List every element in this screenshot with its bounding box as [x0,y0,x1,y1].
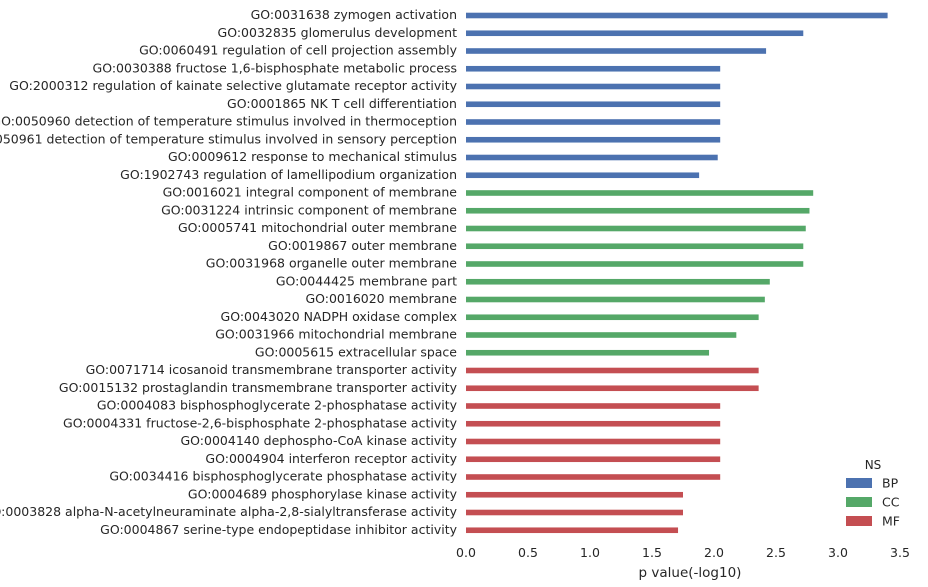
category-label: GO:0050961 detection of temperature stim… [0,131,457,146]
x-tick-label: 0.5 [518,545,538,560]
bar-bp [466,83,721,90]
x-tick-label: 1.5 [642,545,662,560]
bar-cc [466,261,804,267]
category-label: GO:0015132 prostaglandin transmembrane t… [59,380,458,395]
category-label: GO:2000312 regulation of kainate selecti… [9,78,457,93]
category-labels: GO:0031638 zymogen activation GO:0032835 … [0,7,458,537]
bar-cc [466,296,765,303]
category-label: GO:0004689 phosphorylase kinase activity [188,486,458,501]
category-label: GO:0043020 NADPH oxidase complex [221,309,457,324]
bar-bp [466,119,721,125]
legend-label-cc: CC [882,495,900,510]
bar-bp [466,65,721,72]
bars-layer [466,12,888,534]
x-tick-label: 0.0 [456,545,476,560]
category-label: GO:0005741 mitochondrial outer membrane [178,220,457,235]
bar-bp [466,172,700,179]
category-label: GO:0004867 serine-type endopeptidase inh… [100,522,457,537]
bar-mf [466,491,683,498]
category-label: GO:0060491 regulation of cell projection… [139,43,457,58]
x-axis-ticks: 0.0 0.5 1.0 1.5 2.0 2.5 3.0 3.5 [456,545,910,560]
category-label: GO:0001865 NK T cell differentiation [227,96,457,111]
x-tick-label: 2.5 [766,545,786,560]
bar-mf [466,438,721,445]
bar-mf [466,456,721,463]
category-label: GO:0005615 extracellular space [255,344,457,359]
category-label: GO:0016020 membrane [305,291,457,306]
bar-bp [466,136,721,143]
x-tick-label: 3.0 [828,545,848,560]
category-label: GO:0004904 interferon receptor activity [205,451,457,466]
x-axis-title: p value(-log10) [639,565,742,581]
bar-cc [466,332,737,338]
legend-label-bp: BP [882,476,899,491]
category-label: GO:0050960 detection of temperature stim… [0,114,457,129]
category-label: GO:0004140 dephospho-CoA kinase activity [181,433,458,448]
category-label: GO:0030388 fructose 1,6-bisphosphate met… [93,60,457,75]
category-label: GO:0034416 bisphosphoglycerate phosphata… [109,469,457,484]
legend-entries: BP CC MF [846,476,900,529]
legend-label-mf: MF [882,514,900,529]
category-label: GO:0031966 mitochondrial membrane [215,327,457,342]
x-tick-label: 1.0 [580,545,600,560]
category-label: GO:0004331 fructose-2,6-bisphosphate 2-p… [63,415,458,430]
category-label: GO:1902743 regulation of lamellipodium o… [120,167,457,182]
bar-mf [466,509,683,516]
bar-bp [466,101,721,108]
category-label: GO:0003828 alpha-N-acetylneuraminate alp… [0,504,458,519]
bar-mf [466,385,759,392]
legend-swatch-bp [846,478,872,488]
bar-mf [466,367,759,374]
legend-title: NS [865,458,882,472]
category-label: GO:0031638 zymogen activation [251,7,457,22]
legend-swatch-cc [846,497,872,507]
category-label: GO:0016021 integral component of membran… [163,185,458,200]
category-label: GO:0004083 bisphosphoglycerate 2-phospha… [97,398,458,413]
bar-mf [466,527,679,534]
bar-bp [466,12,888,19]
x-tick-label: 3.5 [890,545,910,560]
bar-bp [466,154,718,161]
category-label: GO:0031968 organelle outer membrane [206,256,458,271]
category-label: GO:0044425 membrane part [276,273,457,288]
legend-swatch-mf [846,516,872,526]
legend: NS BP CC MF [846,458,900,529]
bar-cc [466,278,770,285]
category-label: GO:0031224 intrinsic component of membra… [161,202,457,217]
bar-cc [466,314,759,321]
category-label: GO:0009612 response to mechanical stimul… [168,149,457,164]
x-tick-label: 2.0 [704,545,724,560]
category-label: GO:0019867 outer membrane [268,238,457,253]
category-label: GO:0071714 icosanoid transmembrane trans… [86,362,458,377]
bar-mf [466,474,721,480]
bar-cc [466,349,710,356]
bar-cc [466,190,814,196]
bar-cc [466,243,804,250]
bar-mf [466,403,721,409]
bar-mf [466,420,721,427]
bar-bp [466,30,804,37]
category-label: GO:0032835 glomerulus development [218,25,458,40]
bar-cc [466,225,806,232]
bar-bp [466,48,767,54]
bar-cc [466,207,810,214]
